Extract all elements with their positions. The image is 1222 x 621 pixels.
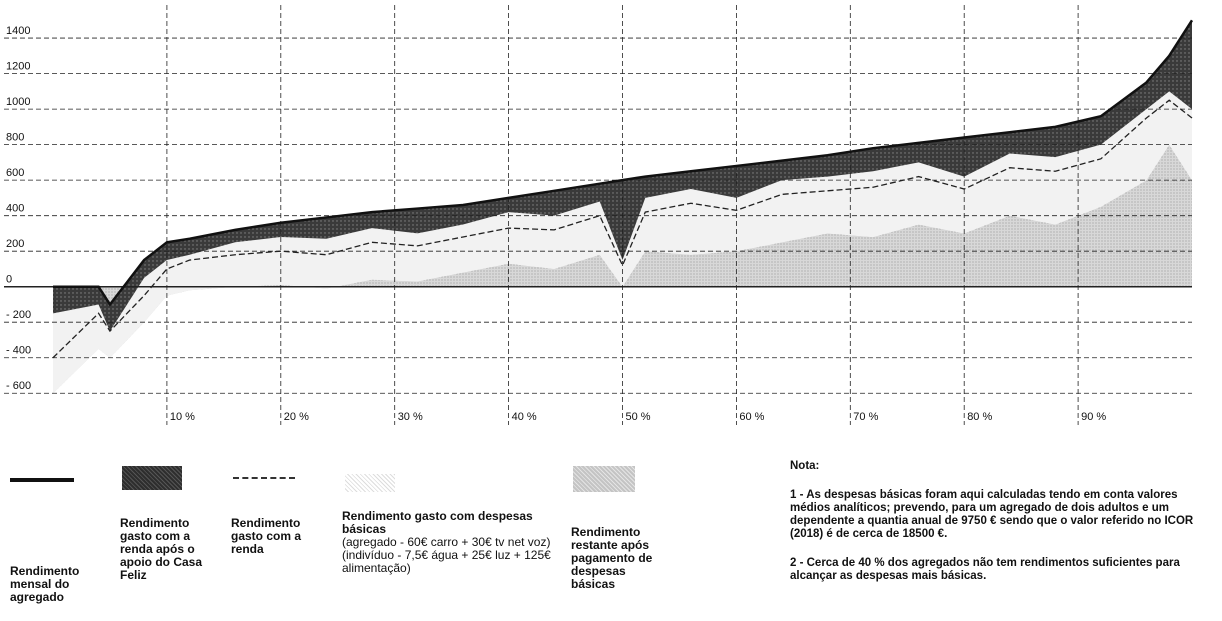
note-item: 2 - Cerca de 40 % dos agregados não tem … — [790, 557, 1180, 582]
x-tick-label: 80 % — [967, 411, 992, 423]
chart: - 600 - 400 - 200 0 200 400 600 800 1000 1200 1400… — [4, 5, 1194, 425]
legend-swatch-dark — [122, 466, 182, 490]
legend-label: Rendimento gasto com despesas básicas — [342, 509, 533, 536]
legend-swatch-line — [10, 478, 74, 482]
legend-swatch-light — [345, 474, 395, 492]
basic-expenses-area — [53, 91, 1192, 394]
note-title: Nota: — [790, 460, 820, 472]
y-tick-label: 400 — [6, 203, 24, 215]
x-tick-label: 50 % — [626, 411, 651, 423]
legend-description: (agregado - 60€ carro + 30€ tv net voz) … — [342, 535, 551, 575]
legend-swatch-grey — [573, 466, 635, 492]
y-tick-label: - 600 — [6, 380, 31, 392]
legend-label-group: Rendimento gasto com despesas básicas (ag… — [342, 510, 552, 575]
legend-label: Rendimento restante após pagamento de de… — [571, 525, 653, 591]
x-tick-label: 10 % — [170, 411, 195, 423]
x-tick-label: 60 % — [739, 411, 764, 423]
rent-line — [52, 99, 1193, 359]
y-tick-label: 1000 — [6, 96, 30, 108]
y-tick-label: 1400 — [6, 25, 30, 37]
y-tick-label: 0 — [6, 274, 12, 286]
y-tick-label: 1200 — [6, 61, 30, 73]
remaining-area — [53, 144, 1192, 394]
x-tick-label: 40 % — [512, 411, 537, 423]
x-tick-label: 90 % — [1081, 411, 1106, 423]
legend-label: Rendimento gasto com a renda após o apoi… — [120, 516, 203, 582]
y-tick-label: 200 — [6, 238, 24, 250]
x-tick-label: 70 % — [853, 411, 878, 423]
y-tick-label: - 400 — [6, 345, 31, 357]
legend-label: Rendimento mensal do agregado — [10, 564, 80, 604]
income-line — [53, 19, 1194, 307]
y-tick-label: - 200 — [6, 309, 31, 321]
note-item: 1 - As despesas básicas foram aqui calcu… — [790, 489, 1194, 540]
y-tick-label: 600 — [6, 167, 24, 179]
y-tick-label: 800 — [6, 132, 24, 144]
x-tick-label: 20 % — [284, 411, 309, 423]
legend-swatch-dashed — [233, 477, 295, 479]
legend-label: Rendimento gasto com a renda — [231, 516, 302, 556]
note: Nota: 1 - As despesas básicas foram aqui… — [790, 460, 1220, 599]
x-tick-label: 30 % — [398, 411, 423, 423]
